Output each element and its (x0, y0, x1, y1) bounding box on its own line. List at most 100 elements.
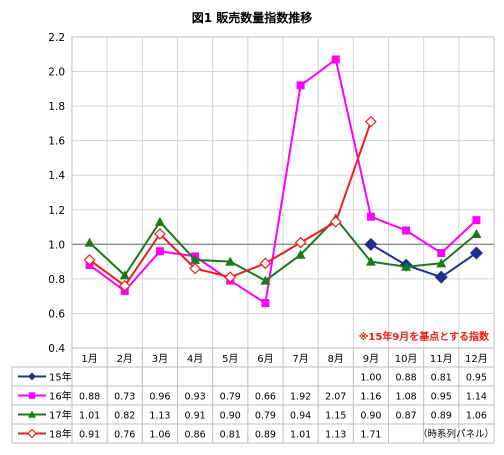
table-cell: 0.73 (114, 392, 135, 403)
point-marker (27, 428, 37, 439)
table-cell: 1.16 (360, 392, 381, 403)
data-table: 1月 2月 3月 4月 5月 6月 7月 8月 9月 10月 11月 12月 15年 1.00 0.88 0.… (11, 348, 495, 444)
table-cell: 0.93 (185, 392, 206, 403)
table-cell: 0.86 (185, 430, 206, 441)
point-marker (437, 248, 446, 257)
legend-label: 17年 (49, 409, 72, 422)
table-cell: 0.81 (220, 430, 241, 441)
table-cell: 0.91 (185, 411, 206, 422)
point-marker (190, 254, 201, 264)
y-tick-label: 1.4 (48, 170, 65, 182)
y-tick-label: 1.0 (48, 239, 65, 251)
x-tick-label: 9月 (363, 353, 379, 365)
point-marker (469, 246, 483, 260)
panel-note: （時系列パネル） (418, 428, 494, 440)
legend-entry: 16年 (18, 390, 72, 403)
x-tick-label: 7月 (292, 353, 308, 365)
chart-title: 図1 販売数量指数推移 (192, 10, 313, 25)
point-marker (118, 279, 131, 292)
series-3 (84, 213, 482, 285)
series-4 (83, 115, 377, 292)
table-cell: 0.90 (360, 411, 381, 422)
table-cell: 1.71 (360, 430, 381, 441)
table-cell: 0.95 (431, 392, 452, 403)
y-tick-label: 0.6 (48, 308, 65, 320)
point-marker (155, 247, 164, 256)
x-tick-label: 1月 (81, 353, 97, 365)
point-marker (402, 226, 411, 235)
x-tick-label: 11月 (430, 353, 453, 365)
point-marker (401, 261, 412, 271)
table-cell: 1.15 (325, 411, 346, 422)
point-marker (434, 270, 448, 284)
y-tick-label: 1.6 (48, 136, 65, 148)
point-marker (436, 258, 447, 268)
point-marker (366, 212, 375, 221)
point-marker (154, 216, 165, 226)
table-cell: 0.87 (396, 411, 417, 422)
series-line (88, 216, 478, 282)
table-cell: 1.14 (466, 392, 487, 403)
table-cell: 1.08 (396, 392, 417, 403)
table-cell: 1.13 (149, 411, 170, 422)
y-tick-label: 0.4 (48, 343, 65, 355)
table-cell: 0.94 (290, 411, 311, 422)
y-tick-label: 1.2 (48, 205, 65, 217)
y-tick-label: 2.0 (48, 67, 65, 79)
point-marker (329, 216, 342, 228)
point-marker (259, 257, 272, 270)
point-marker (364, 237, 378, 251)
table-cell: 0.66 (255, 392, 276, 403)
point-marker (294, 236, 307, 249)
table-cell: 0.88 (79, 392, 100, 403)
point-marker (365, 115, 377, 128)
table-cell: 0.82 (114, 411, 135, 422)
point-marker (225, 256, 236, 266)
y-tick-label: 1.8 (48, 101, 65, 113)
table-cell: 1.01 (290, 430, 311, 441)
legend-label: 16年 (49, 390, 72, 403)
point-marker (28, 410, 36, 418)
x-tick-label: 6月 (257, 353, 273, 365)
legend-label: 18年 (49, 428, 72, 441)
table-cell: 0.90 (220, 411, 241, 422)
series-layer (83, 55, 483, 308)
point-marker (84, 237, 95, 247)
x-tick-label: 2月 (117, 353, 133, 365)
table-cell: 0.79 (220, 392, 241, 403)
table-cell: 0.89 (431, 411, 452, 422)
table-cell: 0.76 (114, 430, 135, 441)
x-tick-label: 5月 (222, 353, 238, 365)
table-cell: 0.95 (466, 373, 487, 384)
x-tick-label: 8月 (328, 353, 344, 365)
legend-entry: 15年 (18, 371, 72, 384)
table-cell: 1.13 (325, 430, 346, 441)
table-cell: 0.81 (431, 373, 452, 384)
point-marker (154, 228, 166, 240)
point-marker (472, 216, 481, 225)
series-line (370, 243, 477, 279)
point-marker (471, 228, 482, 238)
point-marker (28, 392, 36, 399)
table-cell: 2.07 (325, 392, 346, 403)
legend-label: 15年 (49, 371, 72, 384)
point-marker (296, 81, 305, 90)
table-cell: 1.92 (290, 392, 311, 403)
y-axis: 0.4 0.6 0.8 1.0 1.2 1.4 1.6 1.8 2.0 2.2 (48, 32, 65, 355)
table-cell: 0.96 (149, 392, 170, 403)
series-1 (364, 237, 483, 284)
y-tick-label: 2.2 (48, 32, 65, 44)
x-tick-label: 10月 (395, 353, 418, 365)
series-line (89, 57, 478, 305)
base-period-note: ※15年9月を基点とする指数 (359, 330, 490, 343)
table-cell: 0.88 (396, 373, 417, 384)
y-tick-label: 0.8 (48, 274, 65, 286)
table-cell: 1.06 (149, 430, 170, 441)
table-cell: 1.00 (360, 373, 381, 384)
point-marker (224, 271, 237, 284)
x-tick-label: 3月 (152, 353, 168, 365)
point-marker (260, 275, 271, 285)
table-cell: 0.91 (79, 430, 100, 441)
